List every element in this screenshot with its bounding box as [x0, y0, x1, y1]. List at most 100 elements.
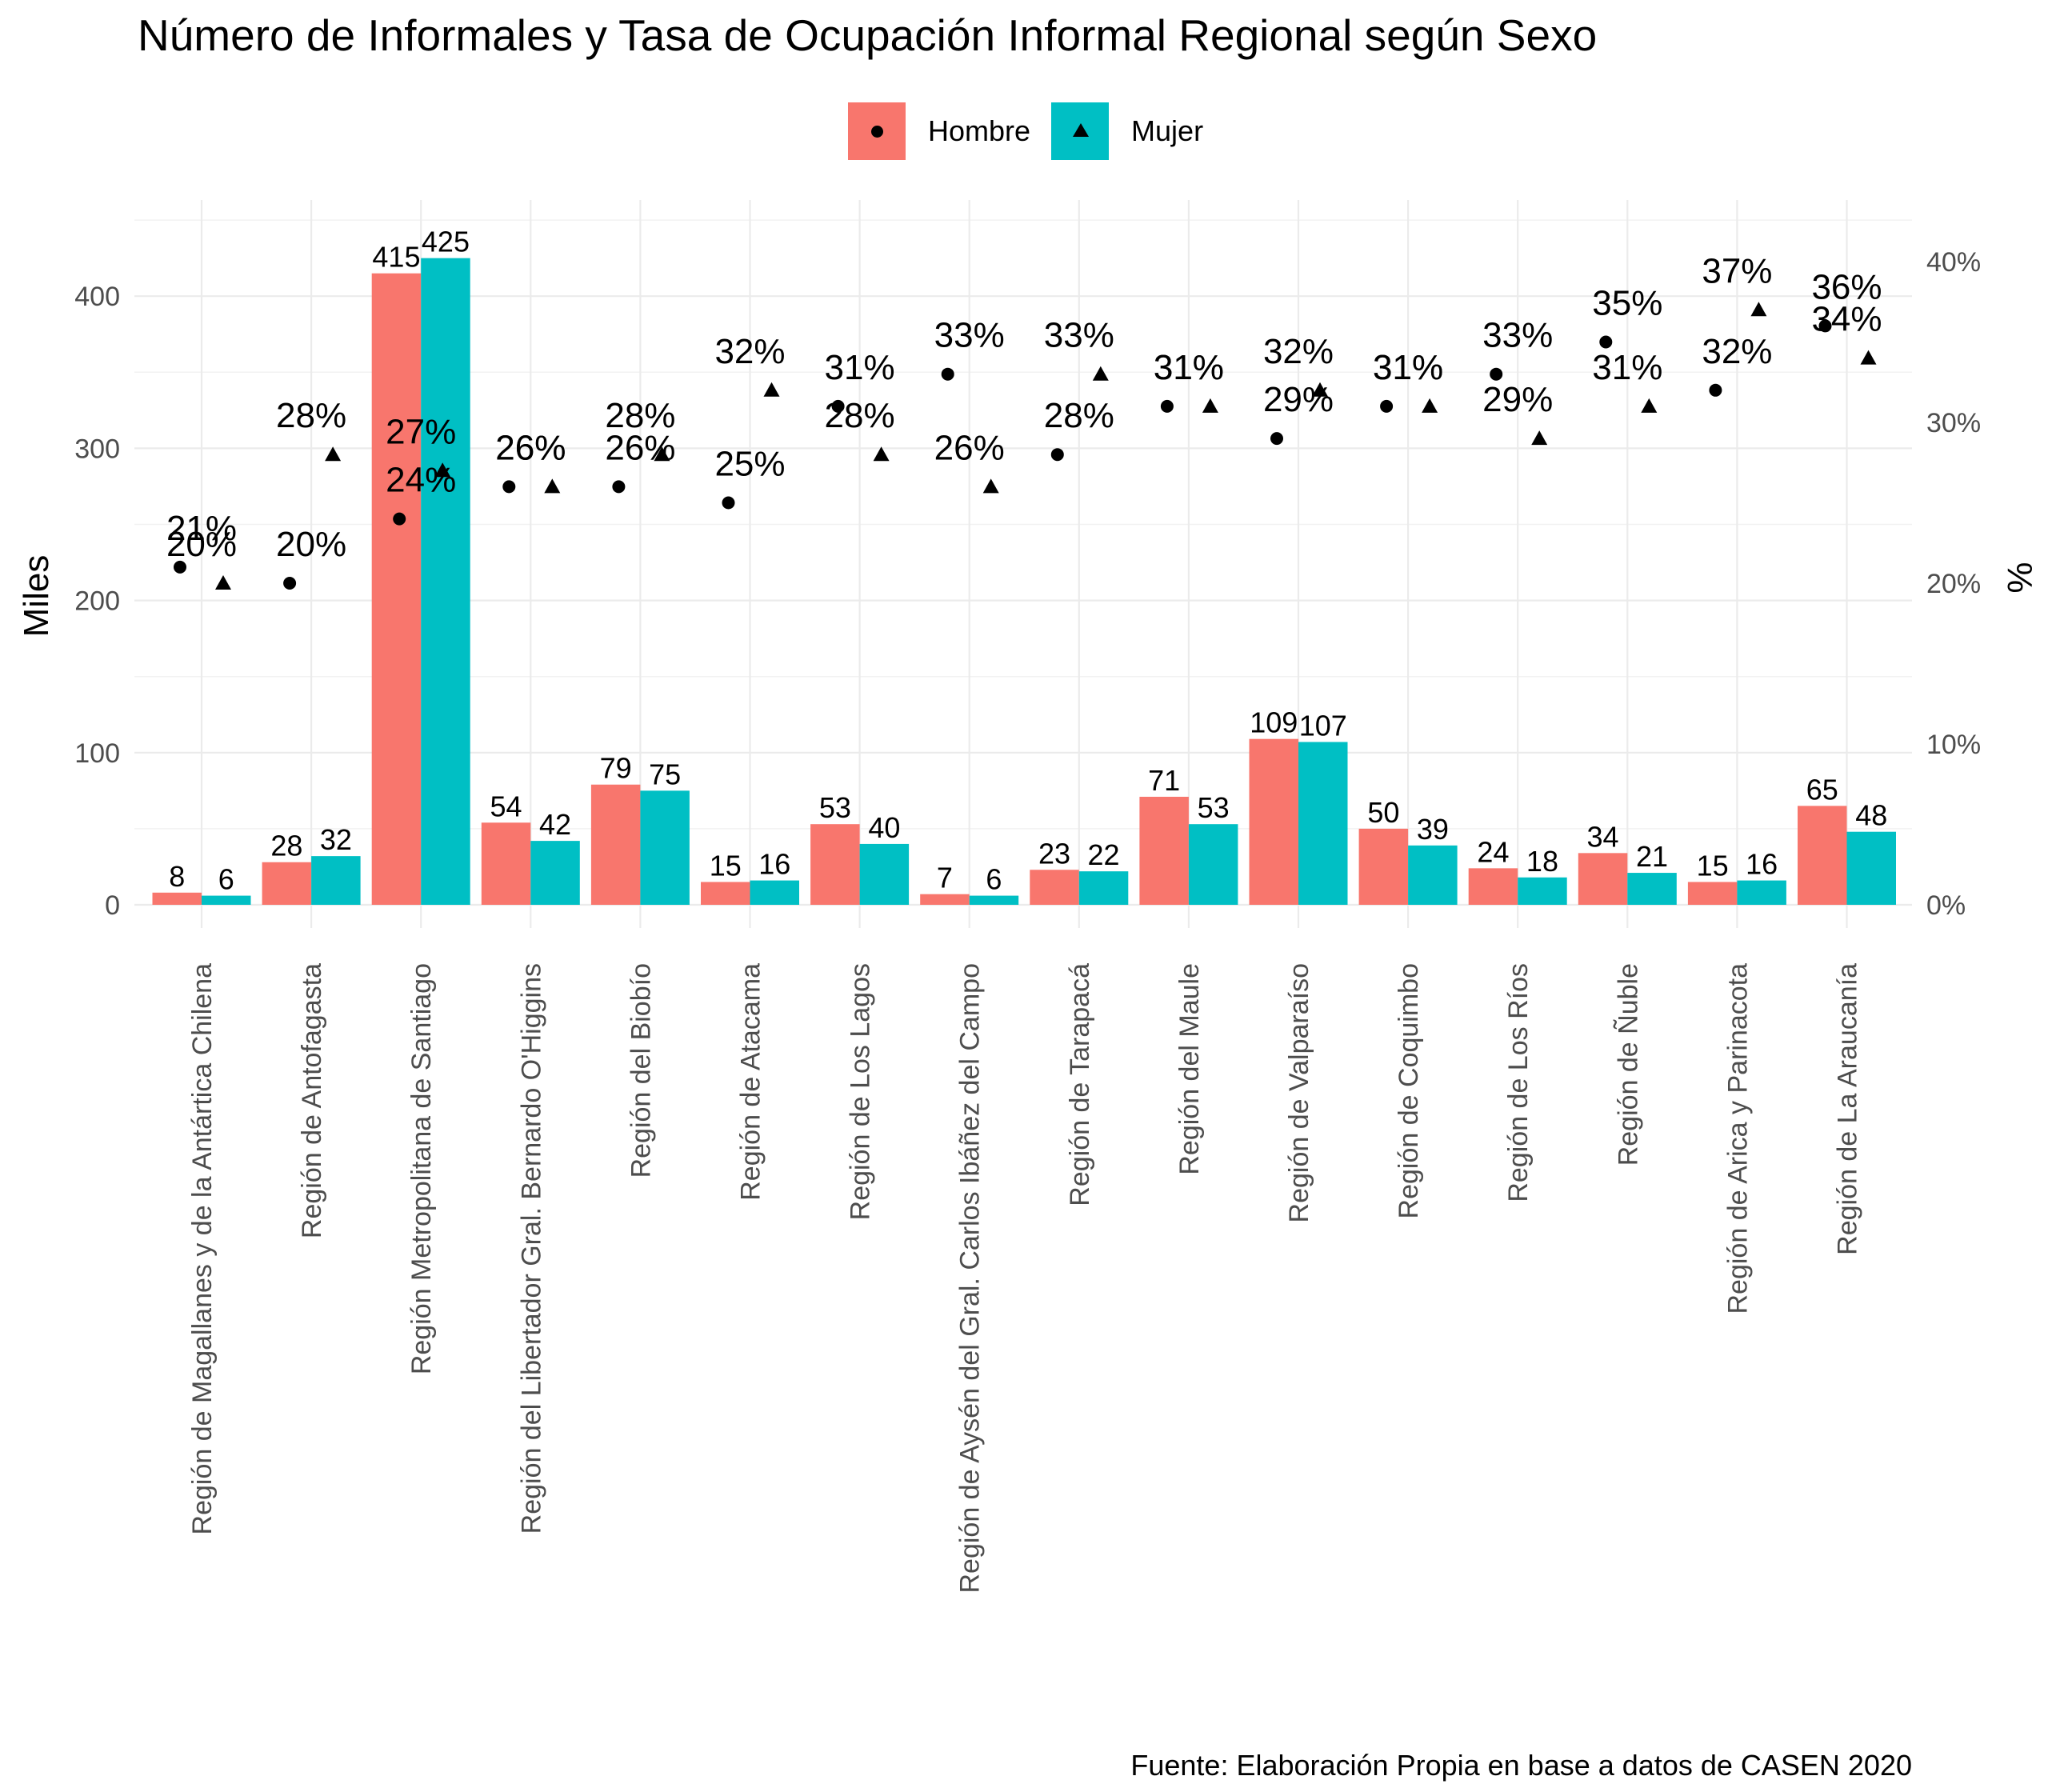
rate-label-mujer: 28% — [825, 396, 895, 435]
rate-point-mujer — [982, 478, 999, 494]
y2-tick-label: 0% — [1926, 890, 1966, 921]
x-tick-label: Región de Magallanes y de la Antártica C… — [187, 963, 218, 1535]
bar-value-label: 16 — [1746, 848, 1778, 881]
rate-point-hombre — [941, 367, 954, 381]
rate-point-hombre — [393, 512, 406, 526]
bar-value-label: 50 — [1367, 796, 1399, 829]
rate-label-mujer: 34% — [1811, 300, 1882, 339]
bar-mujer-region-metropolitana-de-santiago — [421, 258, 470, 905]
rate-label-mujer: 37% — [1702, 251, 1772, 290]
rate-label-mujer: 28% — [276, 396, 346, 435]
legend-swatch-hombre — [848, 102, 906, 160]
rate-label-hombre: 26% — [605, 428, 675, 467]
rate-point-mujer — [873, 446, 890, 462]
bar-value-label: 7 — [937, 862, 953, 894]
x-tick-label: Región de Antofagasta — [297, 963, 327, 1238]
bar-labels: 8 28 415 54 79 15 53 7 23 71 109 50 24 34 15 65 6 32 425 42… — [169, 226, 1887, 896]
x-tick-label: Región de Valparaíso — [1284, 963, 1314, 1222]
y-tick-label: 300 — [74, 434, 120, 464]
x-tick-label: Región de Aysén del Gral. Carlos Ibáñez … — [955, 963, 986, 1594]
chart-title: Número de Informales y Tasa de Ocupación… — [138, 10, 1598, 60]
rate-label-hombre: 25% — [714, 445, 785, 484]
bar-value-label: 34 — [1587, 820, 1619, 853]
rate-point-hombre — [174, 560, 186, 574]
bar-value-label: 71 — [1148, 764, 1180, 797]
bar-hombre-region-de-nuble — [1578, 853, 1628, 905]
bar-mujer-region-de-los-rios — [1518, 877, 1567, 905]
rate-point-mujer — [763, 382, 780, 397]
bar-value-label: 109 — [1250, 706, 1298, 739]
legend-swatch-mujer — [1051, 102, 1110, 160]
rate-label-hombre: 26% — [495, 428, 566, 467]
rate-point-mujer — [1312, 382, 1328, 397]
rate-point-hombre — [502, 480, 516, 494]
bar-value-label: 48 — [1855, 799, 1887, 832]
y-axis-right: 0% 10% 20% 30% 40% — [1926, 247, 1981, 921]
bar-mujer-region-de-magallanes-y-de-la-antartica-chilena — [202, 895, 251, 905]
rate-point-mujer — [434, 462, 451, 478]
bar-mujer-region-de-antofagasta — [311, 856, 361, 905]
bar-mujer-region-de-arica-y-parinacota — [1737, 880, 1786, 905]
grid — [134, 200, 1912, 928]
bar-mujer-region-de-nuble — [1627, 873, 1677, 905]
rate-point-hombre — [722, 496, 735, 510]
rate-point-hombre — [1160, 399, 1174, 413]
y-axis-title: Miles — [17, 555, 56, 638]
rate-point-mujer — [215, 575, 231, 590]
x-tick-label: Región de Ñuble — [1613, 963, 1643, 1166]
rate-point-mujer — [544, 478, 561, 494]
rate-label-mujer: 31% — [1592, 348, 1662, 387]
y-tick-label: 400 — [74, 282, 120, 312]
rate-label-mujer: 28% — [605, 396, 675, 435]
bar-mujer-region-de-atacama — [750, 880, 799, 905]
rate-label-hombre: 33% — [1482, 316, 1553, 355]
bar-hombre-region-de-la-araucania — [1798, 806, 1847, 905]
bar-value-label: 28 — [270, 830, 302, 862]
rate-label-mujer: 26% — [495, 428, 566, 467]
rate-label-hombre: 20% — [276, 525, 346, 564]
bar-mujer-region-del-biobio — [640, 790, 690, 905]
legend: Hombre Mujer — [848, 102, 1224, 160]
bar-value-label: 16 — [758, 848, 790, 881]
bar-hombre-region-de-los-lagos — [810, 824, 860, 905]
rate-point-mujer — [654, 446, 670, 462]
bar-hombre-region-del-libertador-gral-bernardo-o-higgins — [481, 822, 531, 905]
legend-label-mujer: Mujer — [1131, 114, 1204, 147]
rate-label-hombre: 32% — [1702, 332, 1772, 371]
rate-points — [174, 302, 1877, 590]
rate-point-hombre — [1599, 335, 1613, 349]
bar-value-label: 75 — [649, 758, 681, 790]
x-tick-label: Región de Atacama — [736, 963, 766, 1201]
bar-hombre-region-metropolitana-de-santiago — [371, 273, 422, 905]
rate-point-mujer — [1531, 430, 1548, 446]
rate-labels: 21% 20%24%26% 26% 25%31%33%28%31%29%31%33%3… — [166, 251, 1882, 564]
rate-point-mujer — [1750, 302, 1767, 317]
bar-value-label: 40 — [868, 811, 900, 844]
y-tick-label: 200 — [74, 586, 120, 617]
x-tick-label: Región del Biobío — [626, 963, 656, 1178]
bar-hombre-region-de-coquimbo — [1358, 828, 1409, 905]
rate-label-hombre: 28% — [1044, 396, 1114, 435]
bar-value-label: 6 — [218, 863, 234, 896]
rate-point-hombre — [1380, 399, 1394, 413]
bar-value-label: 6 — [986, 863, 1002, 896]
circle-icon — [871, 126, 883, 138]
y2-tick-label: 40% — [1926, 247, 1981, 278]
rate-point-hombre — [1050, 448, 1064, 462]
rate-point-mujer — [1202, 398, 1218, 413]
rate-label-hombre: 35% — [1592, 284, 1662, 323]
rate-label-hombre: 31% — [825, 348, 895, 387]
rate-label-mujer: 29% — [1482, 380, 1553, 419]
rate-label-mujer: 27% — [386, 412, 456, 451]
bar-hombre-region-de-los-rios — [1468, 868, 1518, 905]
y-axis-left: 0 100 200 300 400 — [74, 282, 120, 921]
x-tick-label: Región de La Araucanía — [1833, 963, 1863, 1255]
bar-hombre-region-de-valparaiso — [1249, 738, 1298, 905]
rate-point-hombre — [1818, 319, 1832, 333]
bar-value-label: 53 — [819, 791, 851, 824]
rate-label-mujer: 31% — [1373, 348, 1443, 387]
bar-value-label: 415 — [372, 241, 420, 274]
rate-point-hombre — [1490, 367, 1503, 381]
y2-tick-label: 10% — [1926, 730, 1981, 760]
